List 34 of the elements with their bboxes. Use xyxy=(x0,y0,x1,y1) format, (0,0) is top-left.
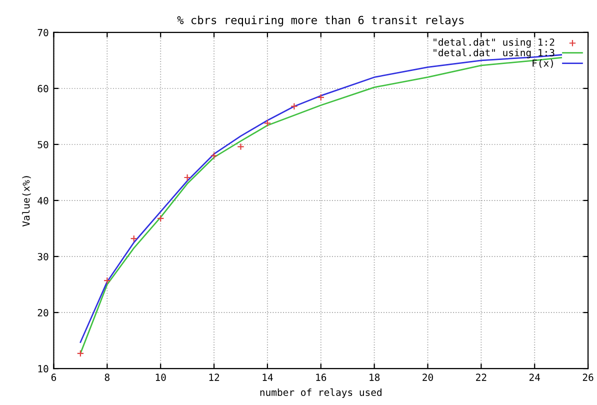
legend-label: F(x) xyxy=(532,59,553,68)
x-tick-label: 22 xyxy=(476,374,486,381)
y-tick-label: 60 xyxy=(38,84,48,92)
y-tick-label: 30 xyxy=(38,253,48,260)
x-tick-label: 24 xyxy=(529,374,540,381)
y-tick-label: 40 xyxy=(38,196,48,204)
chart-title: % cbrs requiring more than 6 transit relays xyxy=(177,16,464,26)
point xyxy=(104,276,111,284)
x-tick-label: 12 xyxy=(209,374,220,381)
point xyxy=(184,174,191,182)
y-tick-label: 20 xyxy=(38,309,48,316)
point xyxy=(264,120,272,127)
x-tick-label: 16 xyxy=(316,374,326,381)
point xyxy=(317,94,325,102)
x-tick-label: 10 xyxy=(156,374,166,381)
point xyxy=(290,102,298,110)
x-tick-label: 20 xyxy=(422,374,433,381)
legend-label: "detal.dat" using 1:3 xyxy=(434,48,554,58)
point xyxy=(210,152,218,160)
point xyxy=(76,350,84,358)
x-tick-label: 18 xyxy=(370,374,380,381)
legend-label: "detal.dat" using 1:2 xyxy=(434,38,554,48)
y-tick-label: 70 xyxy=(38,28,48,36)
y-axis-title: Value(x%) xyxy=(22,176,31,227)
point xyxy=(237,143,244,150)
y-tick-label: 50 xyxy=(38,140,48,148)
point xyxy=(130,234,138,242)
x-tick-label: 8 xyxy=(104,374,110,381)
x-axis-title: number of relays used xyxy=(260,388,382,398)
x-tick-label: 26 xyxy=(582,374,594,381)
x-tick-label: 6 xyxy=(51,374,56,381)
x-tick-label: 14 xyxy=(262,374,273,381)
y-tick-label: 10 xyxy=(38,365,48,372)
point xyxy=(156,214,164,222)
